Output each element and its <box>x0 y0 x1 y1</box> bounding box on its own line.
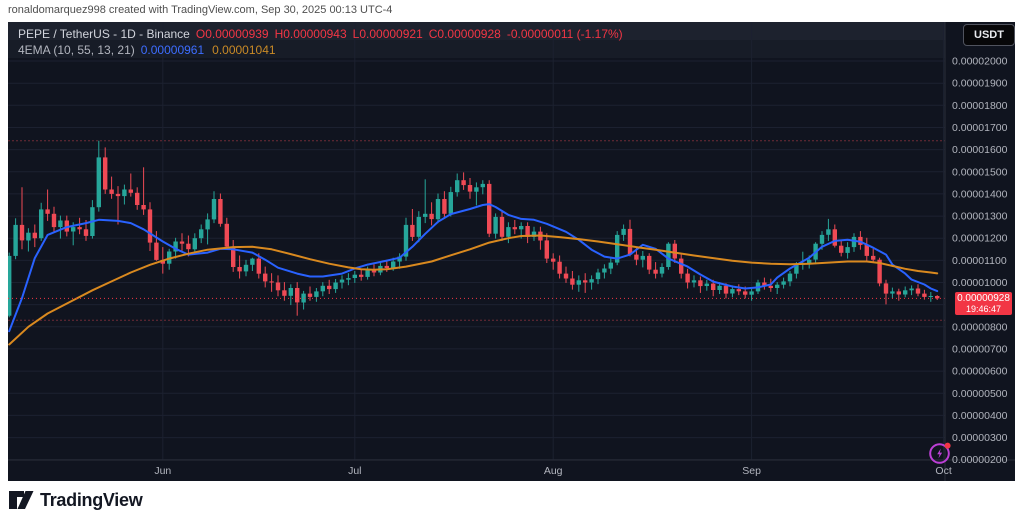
ohlc-close: C0.00000928 <box>428 27 501 41</box>
svg-text:0.00001000: 0.00001000 <box>952 277 1008 289</box>
last-price-value: 0.00000928 <box>957 293 1010 304</box>
flash-button[interactable] <box>928 441 953 466</box>
candlestick-series[interactable] <box>7 140 940 318</box>
svg-text:0.00001600: 0.00001600 <box>952 144 1008 156</box>
svg-text:0.00000200: 0.00000200 <box>952 454 1008 466</box>
bar-countdown: 19:46:47 <box>965 304 1002 314</box>
svg-text:0.00001200: 0.00001200 <box>952 233 1008 245</box>
price-axis[interactable]: 0.00002000 0.00001900 0.00001800 0.00001700… <box>952 56 1008 467</box>
svg-text:0.00001900: 0.00001900 <box>952 78 1008 90</box>
svg-text:0.00000600: 0.00000600 <box>952 366 1008 378</box>
svg-text:0.00001100: 0.00001100 <box>952 255 1007 267</box>
svg-text:0.00001800: 0.00001800 <box>952 100 1008 112</box>
ema-fast-value: 0.00000961 <box>140 43 205 57</box>
svg-text:Jun: Jun <box>154 465 171 477</box>
tradingview-logo-icon <box>9 491 34 509</box>
ohlc-change: -0.00000011 (-1.17%) <box>506 27 623 41</box>
svg-text:0.00001300: 0.00001300 <box>952 211 1008 223</box>
svg-text:Jul: Jul <box>348 465 361 477</box>
alert-lines[interactable] <box>8 140 945 321</box>
axis-lines <box>8 22 1015 481</box>
svg-text:Oct: Oct <box>935 465 951 477</box>
flash-circle-icon <box>929 443 950 464</box>
currency-toggle-button[interactable]: USDT <box>963 24 1015 46</box>
ohlc-low: L0.00000921 <box>352 27 423 41</box>
footer-brand[interactable]: TradingView <box>8 489 143 511</box>
indicator-legend-row[interactable]: 4EMA (10, 55, 13, 21) 0.00000961 0.0000104… <box>18 42 629 58</box>
svg-text:Aug: Aug <box>544 465 563 477</box>
legend-background <box>8 22 945 58</box>
svg-text:0.00000400: 0.00000400 <box>952 410 1008 422</box>
ohlc-high: H0.00000943 <box>274 27 347 41</box>
svg-text:0.00002000: 0.00002000 <box>952 56 1008 68</box>
svg-text:Sep: Sep <box>742 465 761 477</box>
EMA-fast-line <box>8 203 939 333</box>
ema-slow-value: 0.00001041 <box>212 43 276 57</box>
lightning-icon <box>937 448 943 459</box>
ohlc-open: O0.00000939 <box>195 27 269 41</box>
last-price-badge: 0.00000928 19:46:47 <box>955 292 1012 315</box>
svg-text:0.00001700: 0.00001700 <box>952 122 1008 134</box>
svg-text:0.00001400: 0.00001400 <box>952 188 1008 200</box>
symbol-title: PEPE / TetherUS - 1D - Binance <box>18 27 190 41</box>
svg-text:0.00000800: 0.00000800 <box>952 321 1008 333</box>
notification-dot <box>944 442 951 449</box>
svg-text:0.00000300: 0.00000300 <box>952 432 1008 444</box>
EMA-slow-line <box>8 234 939 346</box>
svg-text:0.00000700: 0.00000700 <box>952 343 1008 355</box>
indicator-name: 4EMA (10, 55, 13, 21) <box>18 43 135 57</box>
attribution-text: ronaldomarquez998 created with TradingVi… <box>8 4 393 16</box>
svg-text:0.00000500: 0.00000500 <box>952 388 1008 400</box>
svg-text:0.00001500: 0.00001500 <box>952 166 1008 178</box>
symbol-legend-row[interactable]: PEPE / TetherUS - 1D - Binance O0.0000093… <box>18 26 629 42</box>
time-axis[interactable]: Jun Jul Aug Sep Oct <box>154 465 952 477</box>
tradingview-logo-text: TradingView <box>40 489 143 510</box>
chart-frame: 0.00002000 0.00001900 0.00001800 0.00001700… <box>7 22 1015 481</box>
chart-legend[interactable]: PEPE / TetherUS - 1D - Binance O0.0000093… <box>18 26 629 58</box>
chart-pane[interactable]: 0.00002000 0.00001900 0.00001800 0.00001700… <box>7 22 1015 481</box>
